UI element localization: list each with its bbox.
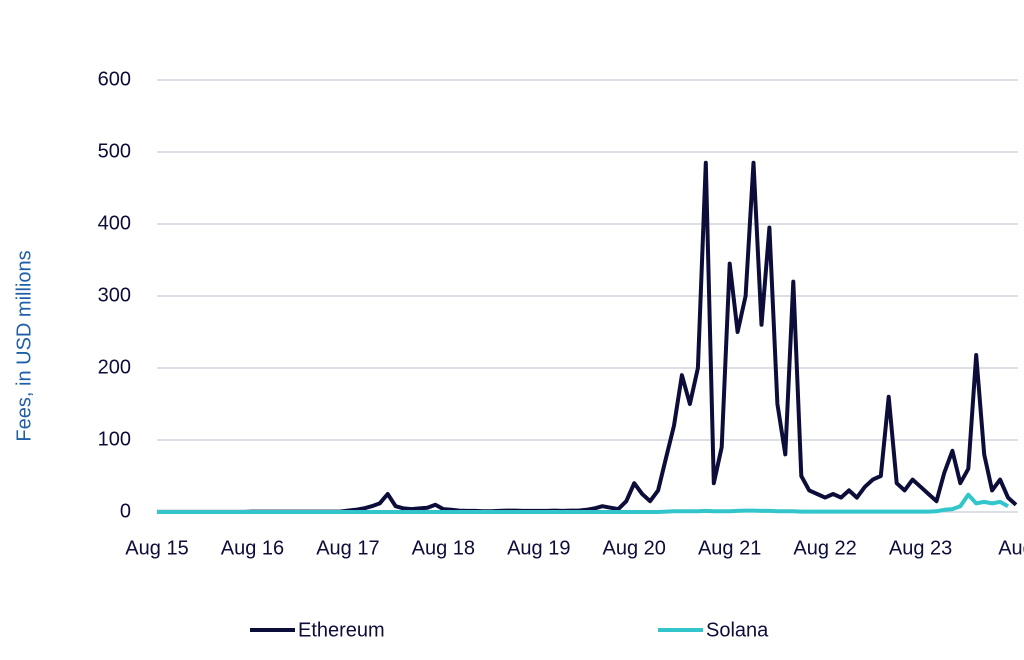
x-tick-label: Aug 18 — [412, 537, 475, 559]
y-tick-label: 300 — [98, 284, 131, 306]
y-tick-label: 200 — [98, 356, 131, 378]
legend-label: Solana — [706, 619, 769, 641]
x-tick-label: Aug 23 — [889, 537, 952, 559]
series-line — [157, 492, 1009, 514]
x-tick-label: Aug 19 — [507, 537, 570, 559]
x-tick-label: Aug 22 — [793, 537, 856, 559]
y-tick-label: 500 — [98, 140, 131, 162]
x-tick-label: Aug 20 — [603, 537, 666, 559]
y-axis-label: Fees, in USD millions — [13, 250, 35, 441]
legend-label: Ethereum — [298, 619, 385, 641]
y-tick-label: 100 — [98, 428, 131, 450]
x-tick-label: Aug 15 — [125, 537, 188, 559]
y-tick-label: 400 — [98, 212, 131, 234]
x-tick-label: Aug — [998, 537, 1024, 559]
x-tick-label: Aug 16 — [221, 537, 284, 559]
x-tick-label: Aug 21 — [698, 537, 761, 559]
x-tick-label: Aug 17 — [316, 537, 379, 559]
series-line — [157, 160, 1018, 514]
y-tick-label: 0 — [120, 500, 131, 522]
y-tick-label: 600 — [98, 68, 131, 90]
